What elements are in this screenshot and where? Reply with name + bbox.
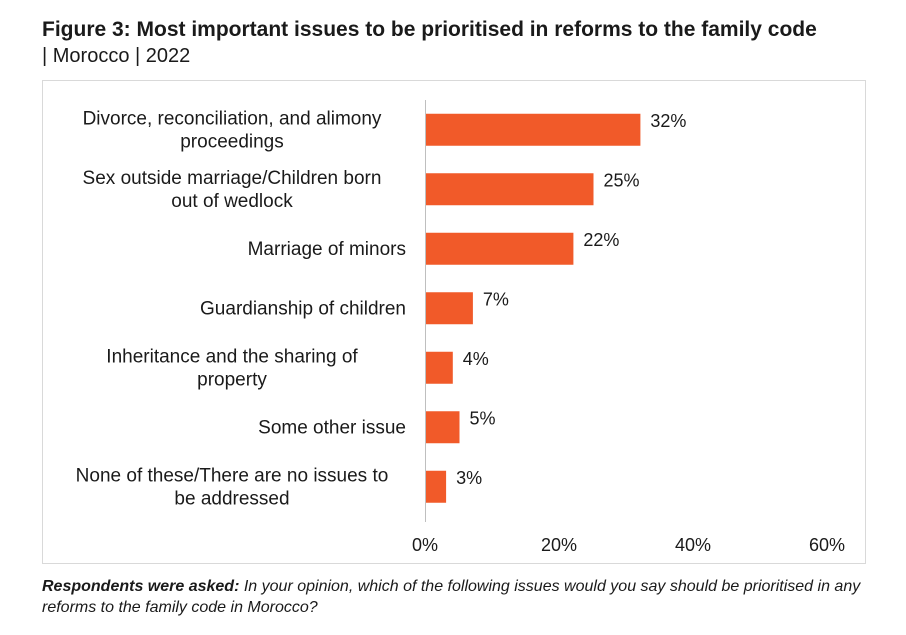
data-label: 7% xyxy=(483,289,509,309)
chart-subtitle: | Morocco | 2022 xyxy=(42,45,191,67)
footnote-lead: Respondents were asked: xyxy=(42,578,240,595)
category-label: Some other issue xyxy=(258,417,406,438)
survey-question-note: Respondents were asked: In your opinion,… xyxy=(42,576,892,618)
bar xyxy=(426,232,574,265)
x-tick-label: 40% xyxy=(675,535,711,555)
bar xyxy=(426,173,594,206)
data-label: 3% xyxy=(456,468,482,488)
data-label: 4% xyxy=(463,349,489,369)
bar xyxy=(426,292,473,325)
data-label: 32% xyxy=(650,111,686,131)
chart-frame xyxy=(42,80,866,564)
bar xyxy=(426,113,641,146)
footnote-question: In your opinion, which of the following … xyxy=(42,578,861,616)
category-label: Marriage of minors xyxy=(248,239,406,260)
x-tick-label: 20% xyxy=(541,535,577,555)
chart-title: Figure 3: Most important issues to be pr… xyxy=(42,18,817,41)
x-tick-label: 0% xyxy=(412,535,438,555)
x-tick-label: 60% xyxy=(809,535,845,555)
category-label: Guardianship of children xyxy=(200,298,406,319)
category-label: None of these/There are no issues to be a… xyxy=(76,465,389,509)
category-label: Divorce, reconciliation, and alimony proc… xyxy=(83,108,382,152)
category-label: Inheritance and the sharing of property xyxy=(106,346,358,390)
category-label: Sex outside marriage/Children born out of… xyxy=(83,168,382,212)
bar xyxy=(426,351,453,384)
bar xyxy=(426,411,460,444)
data-label: 5% xyxy=(470,408,496,428)
data-label: 22% xyxy=(583,230,619,250)
bar xyxy=(426,470,447,503)
data-label: 25% xyxy=(604,170,640,190)
